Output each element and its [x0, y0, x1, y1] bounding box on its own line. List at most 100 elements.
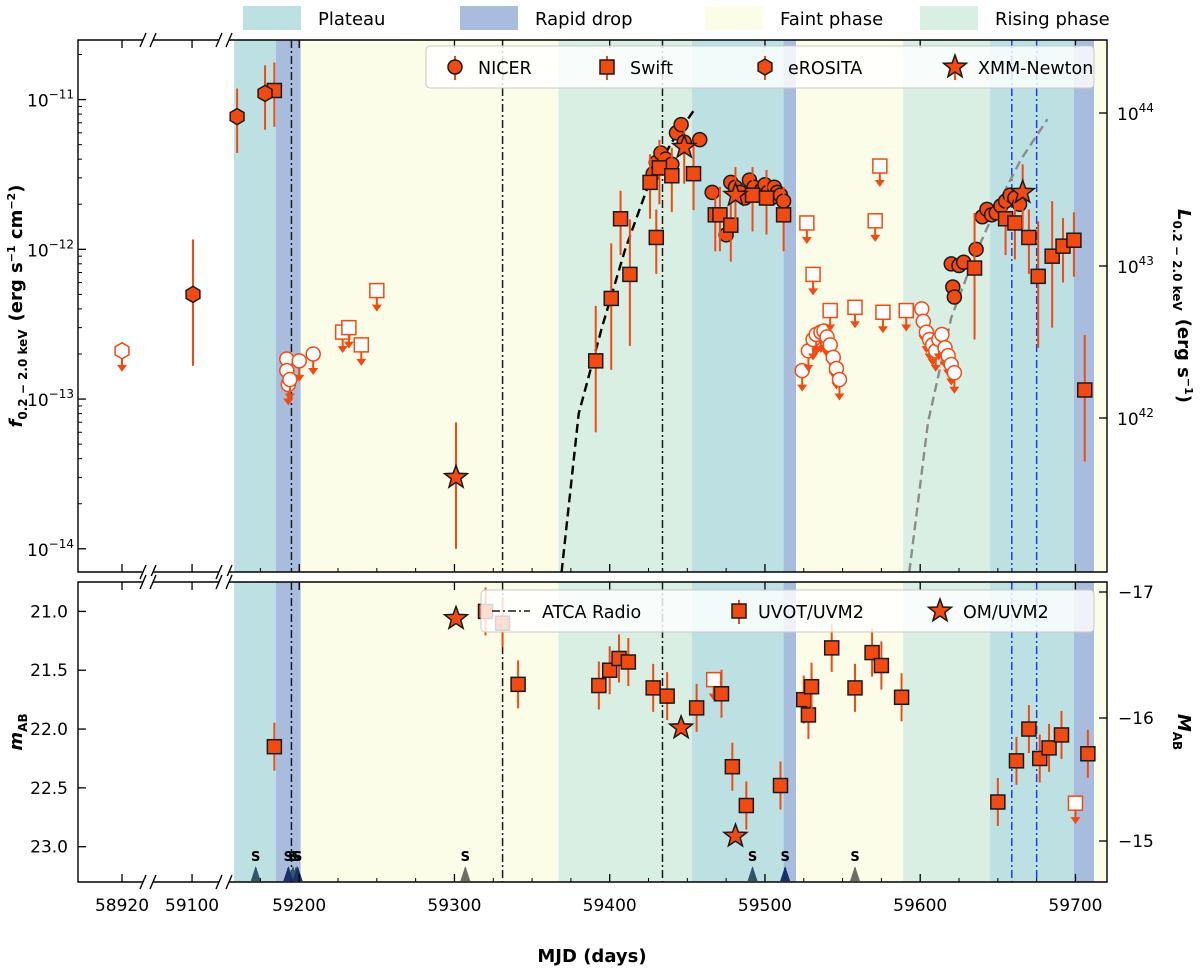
top-point-nicer-32	[968, 241, 984, 258]
top-point-xmm-newton-1	[670, 133, 698, 159]
break-line1-a-0	[139, 564, 147, 580]
y-tick-exp-top-right-1: 43	[1139, 254, 1154, 268]
top-ul-arrow-2-9-head	[874, 180, 885, 188]
top-ul-arrow-1-7-head	[803, 364, 814, 372]
phase-label-plateau: Plateau	[318, 9, 385, 30]
top-point-xmm-newton-3	[1009, 178, 1037, 204]
phase-band-1-1	[783, 40, 797, 572]
phase-label-rising-phase: Rising phase	[995, 9, 1110, 30]
top-point-swift-13	[744, 187, 761, 203]
x-tick-labels: 58920 59100 59200 59300 59400 59500 59600 59700	[95, 896, 1103, 916]
y-tick-label-top-right-2: 1044	[1117, 101, 1154, 125]
bot-upper-limit-1	[1067, 795, 1084, 811]
swift-label-gray-0: S	[461, 850, 470, 865]
legend-bot-marker-uvot	[731, 603, 747, 619]
bot-point-uvot-uvm2-20	[864, 644, 880, 661]
top-upper-limit-2-11	[898, 302, 914, 319]
swift-label-slate-1: S	[288, 850, 297, 865]
bot-point-uvot-uvm2-28	[1053, 727, 1070, 743]
bot-upper-limit-0	[705, 671, 722, 688]
break-gap-top-a-1	[143, 576, 153, 588]
ticks	[78, 40, 1107, 882]
top-point-swift-7	[651, 160, 668, 176]
top-upper-limit-2-4	[799, 215, 815, 231]
top-ul-arrow-1-6-head	[797, 384, 808, 392]
y-tick-label-bottom-0: 21.0	[30, 602, 68, 622]
legend-top: NICER Swift eROSITA XMM-Newton	[425, 45, 1095, 89]
top-ul-arrow-2-7-head	[850, 321, 860, 329]
break-line1-a-1	[139, 874, 147, 890]
y-axis-label-bottom: mAB	[6, 713, 30, 750]
break-line1-b-0	[215, 564, 223, 580]
top-ul-arrow-2-10-head	[877, 326, 888, 334]
legend-label-atca-radio: ATCA Radio	[542, 603, 641, 623]
phase-swatch-faint-phase	[705, 6, 763, 30]
phase-swatch-plateau	[243, 6, 301, 30]
bot-point-uvot-uvm2-13	[738, 797, 755, 814]
phase-swatch-rapid-drop	[460, 6, 518, 30]
top-upper-limit-2-3	[369, 282, 385, 299]
x-tick-label-1: 59100	[165, 896, 219, 916]
top-point-swift-24	[1077, 382, 1093, 398]
legend-top-marker-2	[757, 58, 773, 76]
y-tick-labels-top: 10−14 10−13 10−12 10−11	[27, 88, 74, 561]
y-tick-labels-bottom-right: −17 −16 −15	[1118, 583, 1154, 852]
y-tick-label-top-1: 10−13	[27, 387, 74, 411]
bot-point-om-uvm2-1	[667, 713, 695, 740]
break-line2-a-1	[149, 874, 157, 890]
phase-bands-top	[234, 40, 1107, 572]
break-line2-top-a-0	[149, 32, 157, 48]
top-upper-limit-1-5	[305, 346, 321, 362]
swift-label-slate-3: S	[748, 850, 757, 865]
legend-label-uvot-uvm2: UVOT/UVM2	[758, 603, 864, 623]
break-gap-a-0	[143, 566, 153, 578]
top-ul-arrow-1-28-head	[949, 386, 960, 394]
break-line1-top-a-0	[139, 32, 147, 48]
top-point-erosita-2	[257, 84, 273, 103]
phase-band-bottom-2-2	[1094, 582, 1107, 882]
y-tick-label-bottom-3: 22.5	[30, 779, 68, 799]
bot-point-uvot-uvm2-0	[266, 738, 283, 755]
bot-point-uvot-uvm2-10	[688, 700, 705, 716]
top-upper-limit-2-2	[353, 337, 370, 353]
top-point-swift-3	[612, 211, 629, 227]
top-ul-arrow-2-5-head	[808, 288, 819, 296]
top-ul-arrow-2-3-head	[371, 304, 382, 312]
y-tick-label-top-right-1: 1043	[1117, 254, 1154, 278]
bot-point-uvot-uvm2-11	[713, 686, 730, 702]
top-upper-limit-2-7	[847, 299, 863, 316]
bot-point-uvot-uvm2-4	[591, 677, 607, 694]
break-gap-top-b-0	[219, 34, 229, 46]
top-ul-arrow-1-9-head	[811, 348, 822, 356]
top-upper-limit-2-1	[341, 319, 357, 336]
y-axis-label-top-right: L0.2 − 2.0 keV(erg s−1)	[1170, 209, 1195, 403]
uv-data	[266, 587, 1096, 848]
top-point-swift-19	[1021, 229, 1037, 246]
y-tick-exp-top-3: −11	[49, 88, 74, 102]
top-point-swift-6	[648, 229, 665, 246]
swift-label-navy-0: S	[284, 850, 293, 865]
top-ul-arrow-2-0-head	[337, 346, 348, 354]
x-tick-label-2: 59200	[272, 896, 326, 916]
y-axis-label-top: f0.2 − 2.0 keV(erg s−1 cm−2)	[5, 185, 30, 428]
bot-point-uvot-uvm2-7	[620, 654, 637, 670]
rise-model-1	[560, 107, 697, 572]
radio-lines-top	[290, 40, 1038, 572]
y-tick-exp-top-2: −12	[49, 237, 74, 251]
top-upper-limit-2-9	[872, 158, 888, 174]
swift-label-navy-2: S	[780, 850, 789, 865]
xray-data	[114, 62, 1093, 549]
top-ul-arrow-1-16-head	[834, 393, 845, 401]
phase-band-2-0	[300, 40, 559, 572]
y-axis-label-bottom-right: MAB	[1170, 714, 1194, 750]
bot-point-uvot-uvm2-25	[1021, 721, 1037, 737]
phase-band-3-0	[558, 40, 692, 572]
top-point-swift-4	[622, 266, 638, 283]
top-point-erosita-1	[229, 107, 245, 126]
break-line1-b-1	[215, 874, 223, 890]
phase-band-bottom-1-0	[275, 582, 301, 882]
y-tick-exp-top-right-0: 42	[1139, 406, 1154, 420]
top-ul-arrow-2-4-head	[801, 236, 812, 244]
y-tick-label-top-0: 10−14	[27, 537, 74, 561]
break-line2-top-b-1	[225, 574, 233, 590]
